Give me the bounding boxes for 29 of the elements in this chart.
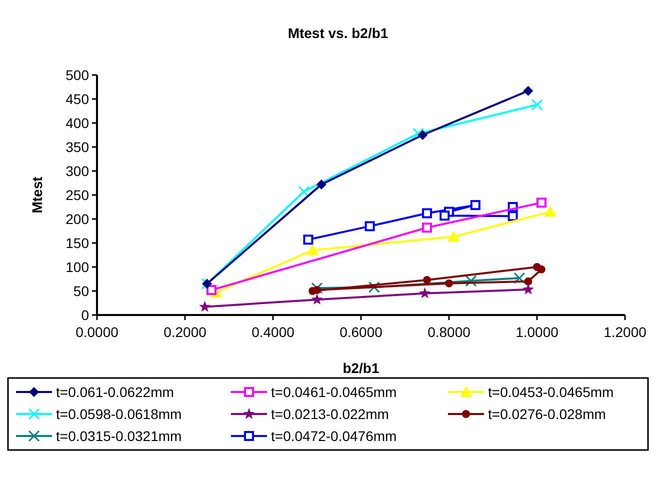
legend-label: t=0.061-0.0622mm [56, 384, 174, 400]
legend-label: t=0.0598-0.0618mm [56, 406, 182, 422]
y-tick-label: 300 [66, 163, 90, 179]
legend-label: t=0.0213-0.022mm [271, 406, 389, 422]
y-tick-label: 100 [66, 259, 90, 275]
y-tick-label: 450 [66, 91, 90, 107]
y-tick-label: 150 [66, 235, 90, 251]
y-tick-label: 500 [66, 67, 90, 83]
y-tick-label: 50 [73, 283, 90, 299]
y-tick-label: 200 [66, 211, 90, 227]
legend-label: t=0.0276-0.028mm [488, 406, 606, 422]
x-tick-label: 0.6000 [340, 324, 383, 340]
legend-label: t=0.0461-0.0465mm [271, 384, 397, 400]
y-axis-title: Mtest [29, 176, 45, 214]
x-tick-label: 0.4000 [252, 324, 295, 340]
y-tick-label: 0 [81, 307, 90, 323]
y-tick-label: 250 [66, 187, 90, 203]
legend-label: t=0.0472-0.0476mm [271, 428, 397, 444]
x-tick-label: 1.0000 [516, 324, 559, 340]
legend-label: t=0.0315-0.0321mm [56, 428, 182, 444]
y-tick-label: 350 [66, 139, 90, 155]
x-tick-label: 0.0000 [76, 324, 119, 340]
x-tick-label: 1.2000 [604, 324, 647, 340]
x-axis-title: b2/b1 [342, 360, 380, 376]
legend-label: t=0.0453-0.0465mm [488, 384, 614, 400]
y-tick-label: 400 [66, 115, 90, 131]
x-tick-label: 0.8000 [428, 324, 471, 340]
chart-title: Mtest vs. b2/b1 [288, 25, 388, 41]
x-tick-label: 0.2000 [164, 324, 207, 340]
